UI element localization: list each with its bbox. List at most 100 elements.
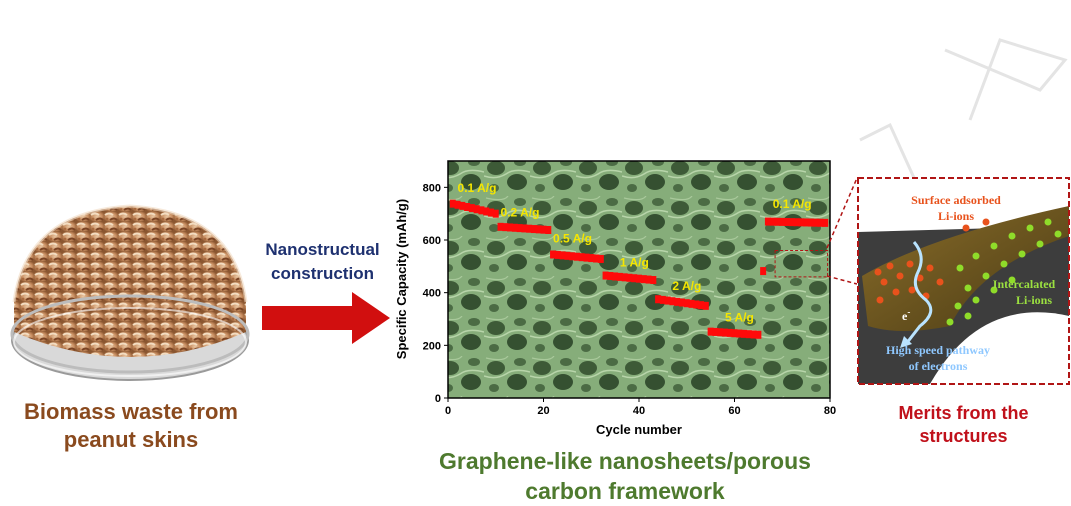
data-point	[468, 204, 475, 213]
y-tick-label: 400	[423, 288, 441, 300]
data-point	[612, 272, 619, 281]
data-point	[664, 296, 671, 305]
data-point	[721, 328, 728, 337]
merits-caption: Merits from the structures	[856, 402, 1071, 448]
data-point	[530, 225, 537, 234]
rate-label: 2 A/g	[672, 279, 701, 293]
data-point	[616, 272, 623, 281]
merits-caption-line1: Merits from the	[898, 403, 1029, 423]
rate-label: 0.1 A/g	[773, 197, 812, 211]
nanostructural-construction-label: Nanostructual construction	[250, 238, 395, 286]
data-point	[583, 253, 590, 262]
zoom-marker	[774, 250, 829, 278]
data-point	[650, 276, 657, 285]
data-point	[817, 218, 824, 227]
rate-label: 0.1 A/g	[458, 181, 497, 195]
data-point	[659, 295, 666, 304]
data-point	[636, 274, 642, 283]
data-point	[779, 217, 786, 226]
y-tick-label: 0	[435, 393, 441, 405]
data-point	[712, 327, 719, 336]
data-point	[640, 275, 647, 284]
data-point	[803, 218, 810, 227]
chart-caption-line2: carbon framework	[525, 478, 725, 504]
surface-adsorbed-label-line2: Li-ions	[938, 209, 974, 223]
data-point	[707, 327, 714, 336]
arrow-label-line1: Nanostructual	[265, 240, 380, 259]
data-point	[502, 223, 509, 232]
data-point	[607, 271, 614, 280]
rate-label: 5 A/g	[725, 311, 754, 325]
merits-frame	[857, 177, 1070, 385]
watermark: PT	[859, 38, 1068, 181]
biomass-caption-line2: peanut skins	[63, 427, 199, 452]
process-arrow-icon	[262, 292, 390, 344]
data-point	[745, 330, 752, 339]
data-point	[788, 218, 795, 227]
data-point	[602, 271, 609, 280]
electron-pathway-icon	[904, 241, 933, 345]
pathway-label-line1: High speed pathway	[886, 343, 990, 357]
arrow-label-line2: construction	[271, 264, 374, 283]
data-point	[564, 251, 571, 260]
x-tick-label: 40	[633, 405, 645, 417]
data-point	[726, 328, 733, 337]
data-point	[822, 218, 829, 227]
data-point	[478, 206, 485, 215]
data-point	[487, 208, 494, 217]
data-point	[750, 330, 757, 339]
data-point	[702, 301, 709, 310]
data-point	[678, 298, 685, 307]
data-point	[578, 253, 585, 262]
data-point	[645, 275, 652, 284]
zoom-lines	[826, 177, 858, 285]
y-tick-label: 800	[423, 182, 441, 194]
data-point	[526, 224, 533, 233]
data-point	[540, 225, 547, 234]
data-point	[812, 218, 819, 227]
data-point	[516, 224, 523, 233]
data-point	[597, 254, 604, 263]
data-point	[626, 273, 633, 282]
data-point	[550, 250, 557, 259]
intercalated-label-line1: Intercalated	[993, 277, 1056, 291]
data-point	[693, 300, 700, 309]
data-point	[736, 329, 743, 338]
data-point	[497, 222, 504, 231]
pathway-label-line2: of electrons	[909, 359, 968, 373]
biomass-caption: Biomass waste from peanut skins	[0, 398, 262, 454]
data-point	[449, 199, 456, 208]
x-tick-label: 20	[537, 405, 549, 417]
chart-caption-line1: Graphene-like nanosheets/porous	[439, 448, 811, 474]
merits-diagram: Surface adsorbed Li-ions Intercalated Li…	[857, 177, 1070, 385]
data-point	[483, 207, 490, 216]
data-point	[731, 329, 738, 338]
data-point	[535, 225, 542, 234]
electron-symbol: e-	[902, 307, 910, 323]
data-point	[521, 224, 528, 233]
rate-label: 0.5 A/g	[553, 232, 592, 246]
intercalated-label-line2: Li-ions	[1016, 293, 1052, 307]
data-point	[807, 218, 814, 227]
data-point	[473, 205, 480, 214]
data-point	[683, 299, 690, 308]
data-point	[793, 218, 800, 227]
data-point	[669, 297, 676, 306]
data-point	[511, 223, 518, 232]
data-point	[593, 254, 600, 263]
data-point	[454, 200, 461, 209]
x-tick-label: 60	[728, 405, 740, 417]
x-tick-label: 80	[824, 405, 836, 417]
data-point	[741, 329, 748, 338]
data-point	[655, 295, 662, 304]
data-point	[798, 218, 805, 227]
x-axis-label: Cycle number	[596, 422, 682, 437]
data-point	[688, 299, 695, 308]
rate-label: 1 A/g	[620, 255, 649, 269]
data-point	[573, 252, 580, 261]
y-tick-label: 600	[423, 235, 441, 247]
data-point	[698, 301, 705, 310]
data-point	[717, 328, 724, 337]
data-point	[760, 267, 767, 276]
